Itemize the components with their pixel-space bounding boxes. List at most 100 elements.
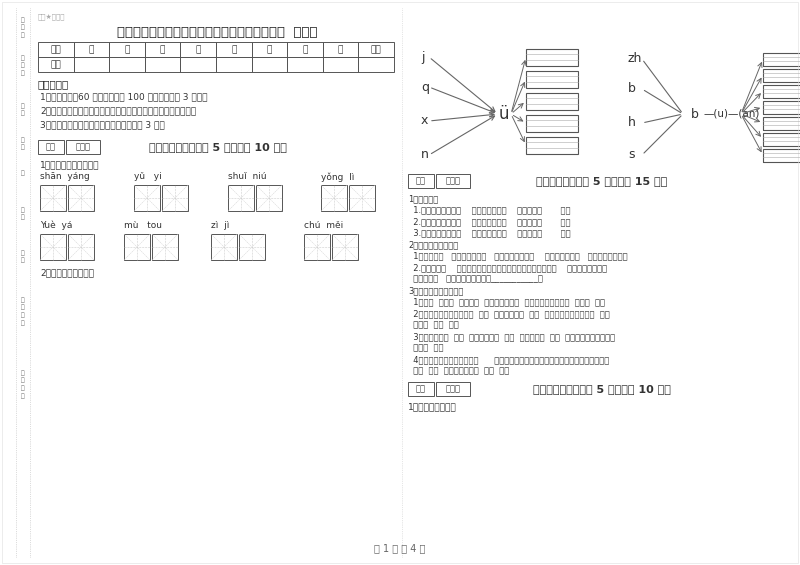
Text: 评卷人: 评卷人 [446, 176, 461, 185]
Bar [358, 42, 394, 57]
Bar [239, 234, 265, 260]
Text: ），其有（   ）笔，笔画顺序是：___________。: ），其有（ ）笔，笔画顺序是：___________。 [408, 275, 543, 284]
Text: 2.「团」是（    ）结构的字，按音序查字法要先查大写字母（    ），它的音节是（: 2.「团」是（ ）结构的字，按音序查字法要先查大写字母（ ），它的音节是（ [408, 263, 607, 272]
Text: 审
卷
人: 审 卷 人 [21, 55, 25, 76]
Bar [323, 57, 358, 72]
Text: 2，啊啊，跳啊，敬爱的（  ）（  ），亲爱的（  ）（  ），我们一起度过这（  ）（: 2，啊啊，跳啊，敬爱的（ ）（ ），亲爱的（ ）（ ），我们一起度过这（ ）（ [408, 309, 610, 318]
Bar [252, 42, 287, 57]
Text: 评卷人: 评卷人 [446, 385, 461, 393]
Bar [216, 57, 251, 72]
Bar [332, 234, 358, 260]
Bar [321, 185, 347, 211]
Text: 第 1 页 共 4 页: 第 1 页 共 4 页 [374, 543, 426, 553]
Text: Yuè  yá: Yuè yá [40, 221, 72, 231]
Bar [145, 57, 181, 72]
Text: 八: 八 [338, 45, 343, 54]
Text: 题号: 题号 [50, 45, 61, 54]
Text: shān  yáng: shān yáng [40, 172, 90, 181]
Bar [68, 234, 94, 260]
Text: 2．我会按要求填写。: 2．我会按要求填写。 [408, 240, 458, 249]
Text: 一: 一 [89, 45, 94, 54]
Text: j: j [421, 50, 425, 63]
Bar [145, 42, 181, 57]
Text: 3，我画了个（  ）（  ）的太阳，（  ）（  ）冬天，（  ）（  ）温暖着小朋友冻僵的: 3，我画了个（ ）（ ）的太阳，（ ）（ ）冬天，（ ）（ ）温暖着小朋友冻僵的 [408, 332, 615, 341]
Text: 一、拼音部分（每题 5 分，共计 10 分）: 一、拼音部分（每题 5 分，共计 10 分） [149, 142, 287, 152]
Text: 四: 四 [195, 45, 201, 54]
Text: 姓
名: 姓 名 [21, 250, 25, 263]
Text: 内: 内 [21, 170, 25, 176]
Text: 三: 三 [160, 45, 166, 54]
Text: chú  měi: chú měi [304, 221, 343, 230]
Bar [216, 42, 251, 57]
Text: yǒng  lì: yǒng lì [321, 172, 354, 181]
Bar [181, 57, 216, 72]
Bar [526, 49, 578, 66]
Bar [763, 101, 800, 114]
Bar [256, 185, 282, 211]
Text: shuǐ  niú: shuǐ niú [228, 172, 266, 181]
Bar [68, 185, 94, 211]
Bar [109, 42, 145, 57]
Text: s: s [628, 149, 634, 162]
Bar [304, 234, 330, 260]
Bar [162, 185, 188, 211]
Bar [436, 174, 470, 188]
Text: 得分: 得分 [46, 142, 56, 151]
Bar [526, 71, 578, 88]
Text: ü: ü [498, 105, 510, 123]
Text: ）的（  ）（  ）。: ）的（ ）（ ）。 [408, 320, 458, 329]
Text: 1，可怜在（   ）边，动动在（   ）边，可哥跑得（    ），弟弟跑得（   ）（写上反义词）: 1，可怜在（ ）边，动动在（ ）边，可哥跑得（ ），弟弟跑得（ ）（写上反义词） [408, 251, 628, 260]
Bar [763, 133, 800, 146]
Text: 得分: 得分 [50, 60, 61, 69]
Bar [152, 234, 178, 260]
Text: 得分: 得分 [416, 176, 426, 185]
Text: zh: zh [628, 53, 642, 66]
Text: 4，小鱼儿说：荷叶是我的（      ）伞。小鱼儿在荷叶底下笑嘻嘻地游来游去，撑起（: 4，小鱼儿说：荷叶是我的（ ）伞。小鱼儿在荷叶底下笑嘻嘻地游来游去，撑起（ [408, 355, 610, 364]
Bar [40, 185, 66, 211]
Bar [408, 382, 434, 396]
Text: 二、填空题（每题 5 分，共计 15 分）: 二、填空题（每题 5 分，共计 15 分） [536, 176, 667, 186]
Bar [526, 93, 578, 110]
Bar [66, 140, 100, 154]
Text: 3．不要在试卷上乱写乱画，卷面不整洁扣 3 分。: 3．不要在试卷上乱写乱画，卷面不整洁扣 3 分。 [40, 120, 165, 129]
Bar [228, 185, 254, 211]
Text: 五: 五 [231, 45, 237, 54]
Text: 2．我会拼，我会写。: 2．我会拼，我会写。 [40, 268, 94, 277]
Bar [349, 185, 375, 211]
Text: 1．考试时间：60 分钟，满分为 100 分（含卷面分 3 分）。: 1．考试时间：60 分钟，满分为 100 分（含卷面分 3 分）。 [40, 92, 207, 101]
Text: 准
考
证
号: 准 考 证 号 [21, 297, 25, 326]
Text: 六: 六 [266, 45, 272, 54]
Bar [74, 42, 109, 57]
Text: 2．请首先按要求在试卷的指定位置填写您的姓名、班级、学号。: 2．请首先按要求在试卷的指定位置填写您的姓名、班级、学号。 [40, 106, 196, 115]
Bar [287, 42, 323, 57]
Text: 三、识字写字（每题 5 分，共计 10 分）: 三、识字写字（每题 5 分，共计 10 分） [533, 384, 670, 394]
Text: 装
订
线: 装 订 线 [21, 17, 25, 38]
Bar [436, 382, 470, 396]
Bar [40, 234, 66, 260]
Bar [763, 85, 800, 98]
Text: 手和（  ）。: 手和（ ）。 [408, 344, 443, 353]
Text: 3.「冬」共有几画（    ），第三画是（    ），组词（       ）。: 3.「冬」共有几画（ ），第三画是（ ），组词（ ）。 [408, 228, 570, 237]
Text: ）（  ）（  ）摇美很美的（  ）（  ）。: ）（ ）（ ）摇美很美的（ ）（ ）。 [408, 367, 510, 376]
Bar [763, 149, 800, 162]
Text: 2.「牙」共有几画（    ），第二画是（    ），组词（       ）。: 2.「牙」共有几画（ ），第二画是（ ），组词（ ）。 [408, 217, 570, 226]
Bar [763, 53, 800, 66]
Bar [408, 174, 434, 188]
Text: b: b [628, 82, 636, 95]
Text: 搜索★自用图: 搜索★自用图 [38, 13, 66, 20]
Bar [763, 68, 800, 81]
Text: 1，牧（  ）骑（  ）牛，（  ）声插林樾，（  ）歌描喃喃，怒然（  ）口（  ）。: 1，牧（ ）骑（ ）牛，（ ）声插林樾，（ ）歌描喃喃，怒然（ ）口（ ）。 [408, 298, 605, 306]
Bar [763, 116, 800, 129]
Bar [358, 57, 394, 72]
Text: 二: 二 [124, 45, 130, 54]
Bar [211, 234, 237, 260]
Bar [526, 115, 578, 132]
Text: 3．按照课文内容填空。: 3．按照课文内容填空。 [408, 286, 463, 295]
Text: 得分: 得分 [416, 385, 426, 393]
Bar [252, 57, 287, 72]
Text: q: q [421, 80, 429, 93]
Text: 1．比一比再组词。: 1．比一比再组词。 [408, 402, 457, 411]
Text: x: x [421, 115, 428, 128]
Bar [323, 42, 358, 57]
Text: 班
级: 班 级 [21, 137, 25, 150]
